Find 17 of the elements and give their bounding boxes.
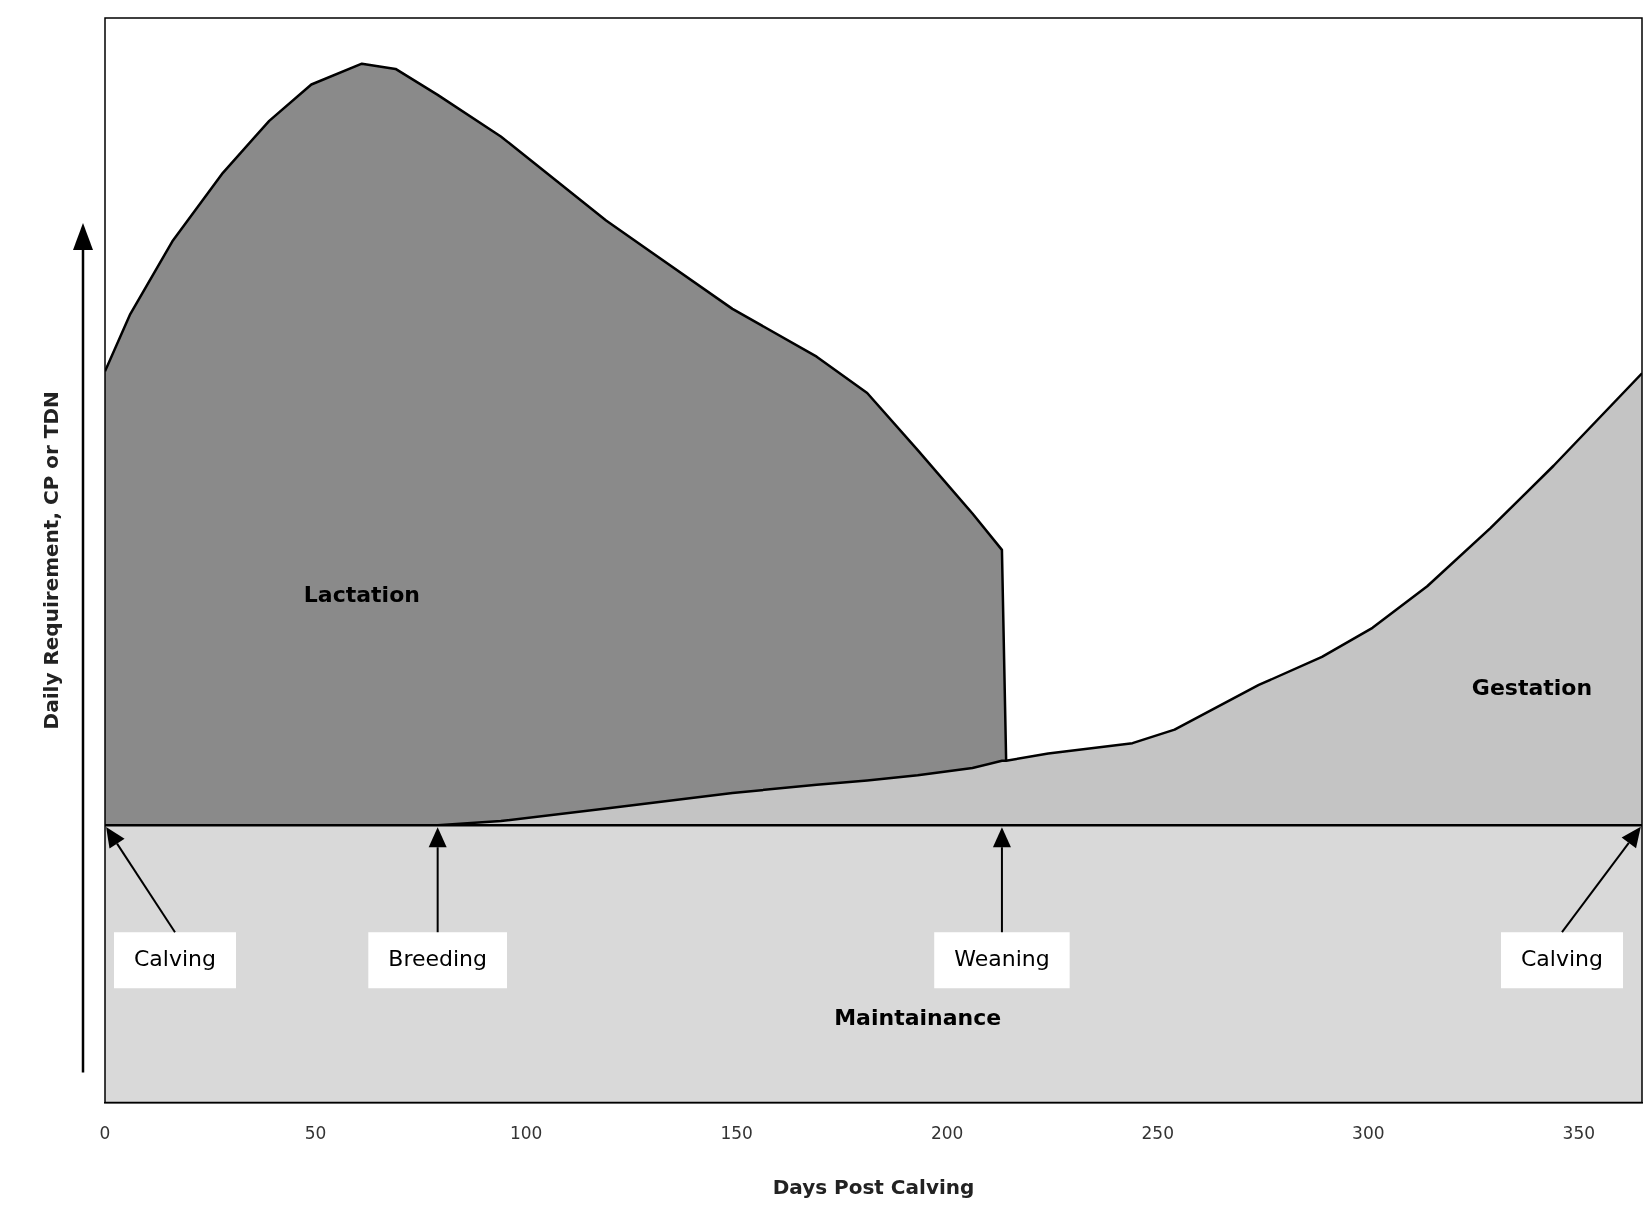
x-tick-label: 0 (99, 1123, 111, 1144)
x-tick-label: 100 (509, 1123, 543, 1144)
x-tick-label: 250 (1141, 1123, 1174, 1144)
x-tick-label: 350 (1562, 1123, 1596, 1144)
y-axis-title: Daily Requirement, CP or TDN (39, 391, 64, 730)
x-tick-label: 300 (1352, 1123, 1385, 1144)
series-label: Lactation (303, 582, 420, 608)
x-axis-title: Days Post Calving (772, 1175, 975, 1200)
annotation: Calving (1521, 945, 1603, 971)
annotation: Calving (134, 945, 216, 971)
series-label: Maintainance (834, 1005, 1002, 1031)
x-tick-label: 200 (930, 1123, 964, 1144)
x-tick-label: 50 (304, 1123, 327, 1144)
annotation: Weaning (954, 945, 1050, 971)
annotation: Breeding (388, 945, 488, 971)
series-label: Gestation (1471, 675, 1593, 701)
x-tick-label: 150 (720, 1123, 753, 1144)
